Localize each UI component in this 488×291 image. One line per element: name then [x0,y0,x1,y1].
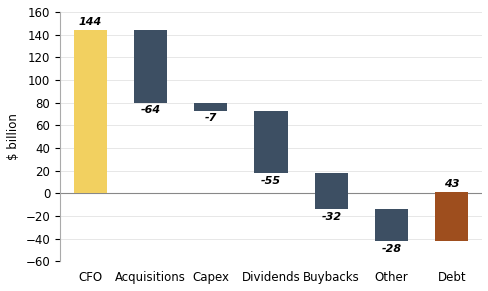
Bar [374,209,407,241]
Y-axis label: $ billion: $ billion [7,113,20,160]
Text: -55: -55 [261,176,281,186]
Bar [254,111,287,173]
Text: 43: 43 [443,179,459,189]
Text: -64: -64 [140,105,160,116]
Bar [194,103,227,111]
Text: -32: -32 [321,212,341,222]
Text: -28: -28 [381,244,401,254]
Text: 144: 144 [79,17,102,27]
Bar [434,192,468,241]
Text: -7: -7 [204,113,217,123]
Bar [73,30,106,193]
Bar [314,173,347,209]
Bar [134,30,167,103]
